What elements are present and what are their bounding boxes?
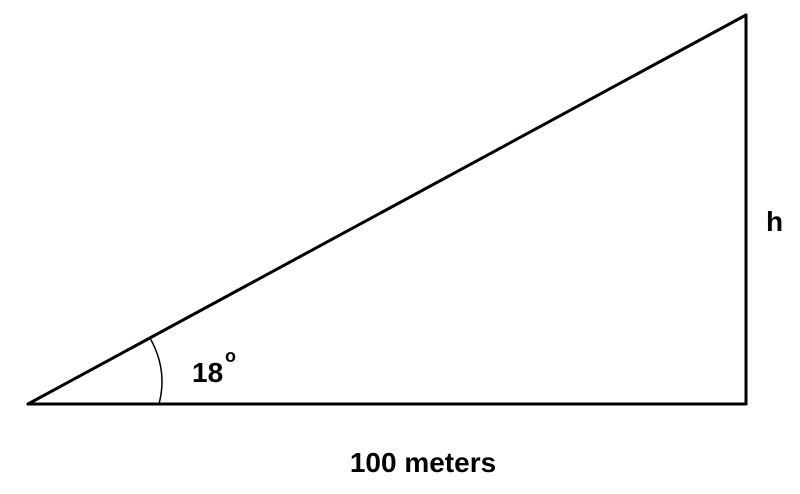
base-length-label: 100 meters xyxy=(350,447,496,478)
hypotenuse-line xyxy=(26,13,748,406)
angle-label: 18 xyxy=(192,357,223,388)
angle-degree-mark: o xyxy=(225,346,236,366)
angle-arc xyxy=(149,337,163,405)
height-label: h xyxy=(766,206,783,237)
